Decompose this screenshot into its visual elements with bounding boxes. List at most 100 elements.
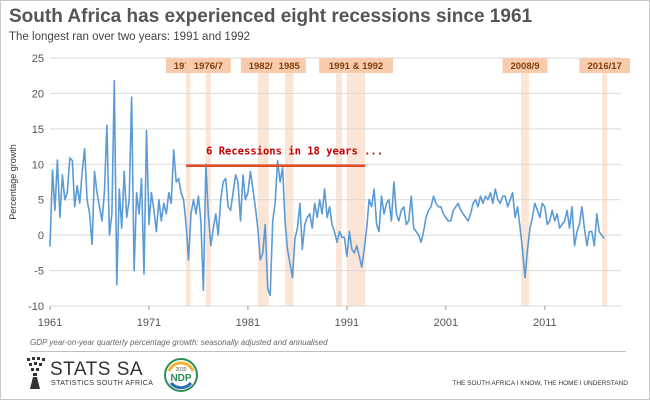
- data-point: [297, 228, 298, 229]
- data-point: [136, 192, 137, 193]
- data-point: [495, 189, 496, 190]
- data-point: [537, 210, 538, 211]
- data-point: [146, 130, 147, 131]
- data-point: [163, 203, 164, 204]
- recession-label: 1985: [279, 61, 301, 72]
- data-point: [111, 213, 112, 214]
- data-point: [572, 206, 573, 207]
- data-point: [181, 192, 182, 193]
- data-point: [554, 221, 555, 222]
- data-point: [346, 256, 347, 257]
- data-point: [579, 224, 580, 225]
- data-point: [485, 196, 486, 197]
- data-point: [198, 196, 199, 197]
- data-point: [401, 210, 402, 211]
- data-point: [267, 288, 268, 289]
- data-point: [294, 238, 295, 239]
- data-point: [463, 213, 464, 214]
- data-point: [54, 210, 55, 211]
- data-point: [250, 171, 251, 172]
- data-point: [309, 213, 310, 214]
- data-point: [364, 249, 365, 250]
- data-point: [473, 203, 474, 204]
- data-point: [230, 210, 231, 211]
- footer-tagline: THE SOUTH AFRICA I KNOW, THE HOME I UNDE…: [452, 380, 628, 387]
- data-point: [215, 213, 216, 214]
- data-point: [478, 206, 479, 207]
- data-point: [406, 224, 407, 225]
- data-point: [490, 192, 491, 193]
- data-point: [458, 203, 459, 204]
- data-point: [386, 203, 387, 204]
- data-point: [393, 182, 394, 183]
- data-point: [594, 245, 595, 246]
- data-point: [62, 174, 63, 175]
- data-point: [106, 125, 107, 126]
- data-point: [129, 199, 130, 200]
- y-tick-label: 0: [38, 230, 44, 242]
- data-point: [539, 217, 540, 218]
- data-point: [245, 199, 246, 200]
- x-tick-label: 2001: [434, 317, 458, 329]
- data-point: [119, 189, 120, 190]
- data-point: [134, 270, 135, 271]
- data-point: [114, 80, 115, 81]
- data-point: [307, 217, 308, 218]
- data-point: [408, 221, 409, 222]
- data-point: [483, 203, 484, 204]
- data-point: [270, 295, 271, 296]
- data-point: [161, 221, 162, 222]
- data-point: [396, 213, 397, 214]
- recession-label-box: [272, 58, 306, 73]
- data-point: [547, 224, 548, 225]
- data-point: [116, 284, 117, 285]
- data-point: [158, 199, 159, 200]
- data-point: [581, 206, 582, 207]
- recession-band: [285, 58, 294, 306]
- data-point: [520, 228, 521, 229]
- data-point: [299, 203, 300, 204]
- data-point: [438, 206, 439, 207]
- data-point: [153, 210, 154, 211]
- y-tick-label: 15: [32, 124, 44, 136]
- series-line: [49, 79, 605, 297]
- recession-label-box: [319, 58, 393, 73]
- recession-label: 2008/9: [510, 61, 539, 72]
- data-point: [433, 196, 434, 197]
- data-point: [460, 210, 461, 211]
- data-point: [319, 199, 320, 200]
- data-point: [530, 228, 531, 229]
- data-point: [522, 249, 523, 250]
- data-point: [223, 182, 224, 183]
- data-point: [287, 249, 288, 250]
- recession-band: [346, 58, 366, 306]
- data-point: [487, 199, 488, 200]
- data-point: [455, 206, 456, 207]
- recession-label: 1991 & 1992: [329, 61, 383, 72]
- data-point: [139, 213, 140, 214]
- data-point: [262, 252, 263, 253]
- data-point: [196, 213, 197, 214]
- data-point: [59, 217, 60, 218]
- data-point: [156, 231, 157, 232]
- data-point: [443, 213, 444, 214]
- data-point: [99, 206, 100, 207]
- data-point: [589, 231, 590, 232]
- data-point: [534, 203, 535, 204]
- data-point: [445, 217, 446, 218]
- data-point: [203, 290, 204, 291]
- data-point: [502, 196, 503, 197]
- recession-label: 1982/3: [249, 61, 278, 72]
- data-point: [97, 192, 98, 193]
- data-point: [166, 213, 167, 214]
- y-tick-label: 20: [32, 88, 44, 100]
- data-point: [329, 206, 330, 207]
- data-point: [84, 148, 85, 149]
- chart-footnote: GDP year-on-year quarterly percentage gr…: [30, 338, 328, 347]
- data-point: [428, 210, 429, 211]
- data-point: [183, 199, 184, 200]
- data-point: [218, 235, 219, 236]
- data-point: [149, 224, 150, 225]
- data-point: [381, 196, 382, 197]
- data-point: [423, 231, 424, 232]
